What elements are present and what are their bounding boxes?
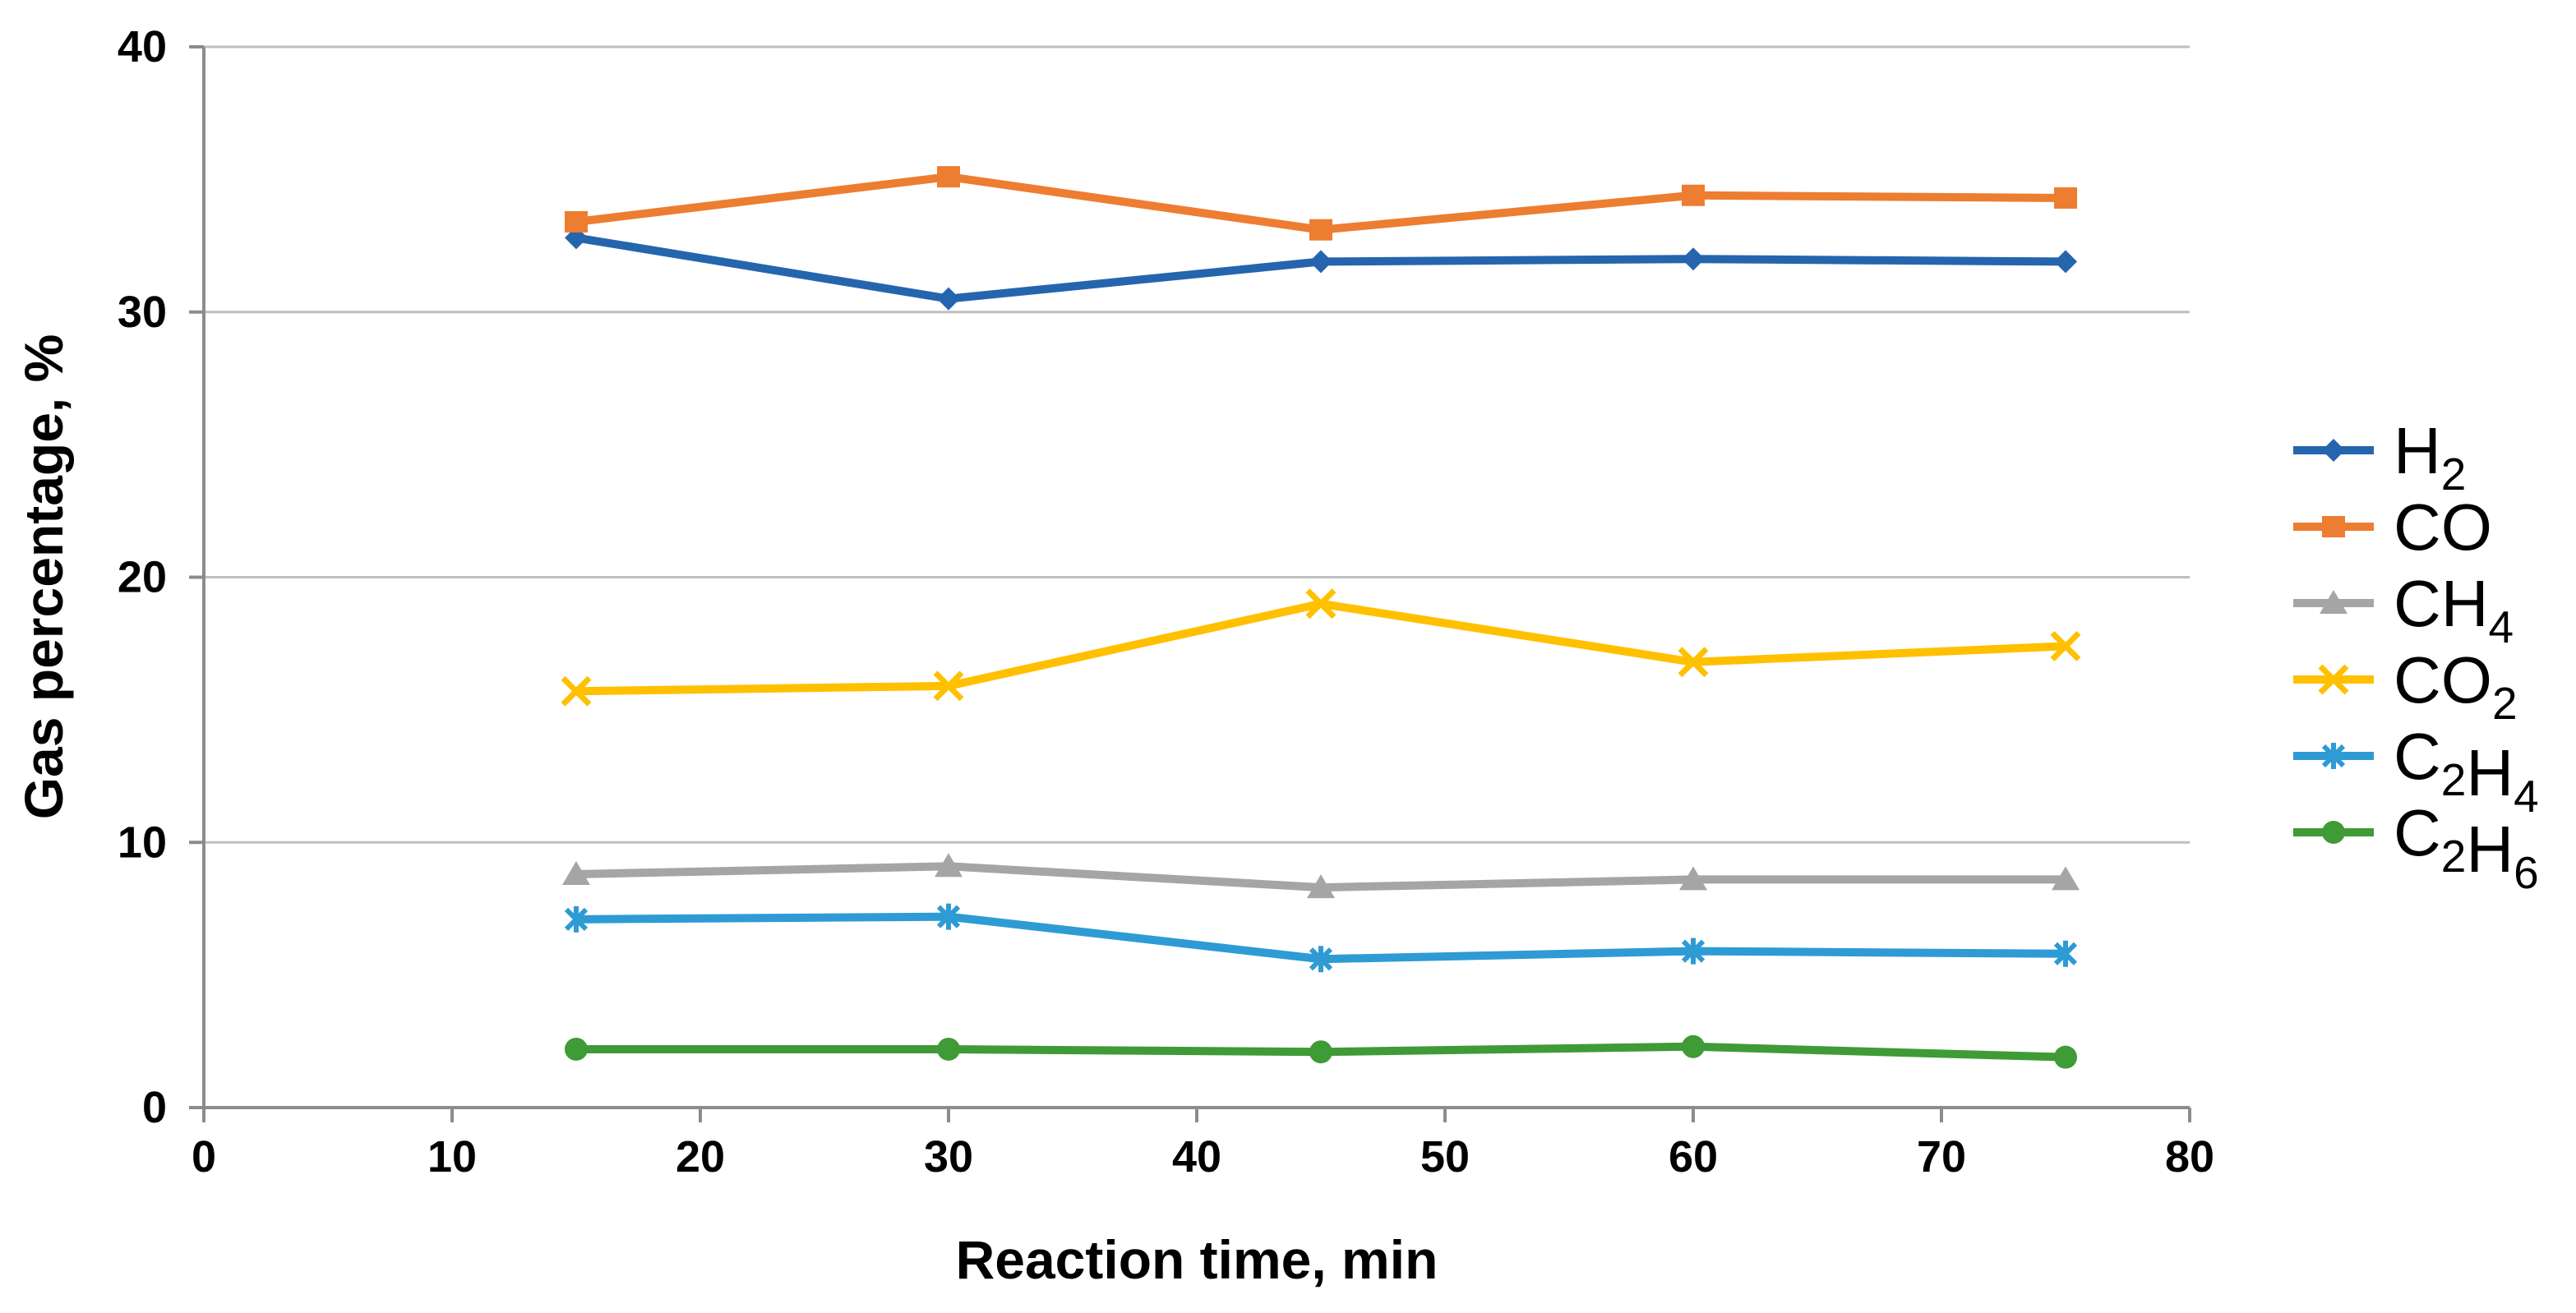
- point-CH4-30: [935, 853, 963, 878]
- point-CO2-30: [933, 670, 964, 702]
- point-CO-30: [937, 166, 960, 188]
- y-tick-label-10: 10: [118, 818, 167, 867]
- legend-item-CO2: CO2: [2293, 643, 2518, 729]
- point-C2H6-75: [2054, 1045, 2077, 1069]
- legend-item-CO: CO: [2293, 491, 2492, 564]
- legend-marker-CO2-icon: [2318, 664, 2349, 695]
- tick-labels: 0 10 20 30 40 0 10 20 30 40 50 60 70 80: [118, 22, 2214, 1182]
- x-axis-title: Reaction time, min: [956, 1229, 1438, 1290]
- point-C2H6-60: [1682, 1034, 1705, 1058]
- point-CO2-15: [561, 675, 592, 707]
- point-C2H4-45: [1309, 946, 1333, 973]
- x-tick-label-80: 80: [2165, 1132, 2214, 1182]
- point-H2-60: [1682, 247, 1705, 271]
- point-CO-60: [1682, 184, 1705, 206]
- x-tick-label-60: 60: [1669, 1132, 1718, 1182]
- legend-marker-CH4-icon: [2320, 590, 2347, 614]
- point-CO2-60: [1678, 647, 1709, 678]
- x-tick-label-30: 30: [924, 1132, 973, 1182]
- point-CH4-15: [562, 860, 590, 885]
- point-CH4-75: [2052, 866, 2080, 891]
- y-axis-title: Gas percentage, %: [13, 334, 74, 820]
- legend-label-H2: H2: [2394, 414, 2466, 500]
- legend-item-C2H4: C2H4: [2293, 720, 2539, 822]
- point-CO2-45: [1305, 588, 1336, 620]
- legend-marker-CO-icon: [2322, 516, 2345, 537]
- legend-item-CH4: CH4: [2293, 567, 2514, 652]
- point-H2-75: [2054, 250, 2077, 274]
- point-H2-45: [1309, 250, 1332, 274]
- series-CO2-line: [575, 599, 2066, 696]
- legend-label-C2H4: C2H4: [2394, 720, 2539, 822]
- series-lines: [575, 173, 2066, 1062]
- point-C2H6-15: [565, 1037, 588, 1061]
- legend-marker-C2H4-icon: [2321, 743, 2346, 769]
- y-tick-label-20: 20: [118, 553, 167, 602]
- legend-label-C2H6: C2H6: [2394, 796, 2539, 898]
- point-C2H6-30: [937, 1037, 960, 1061]
- point-C2H4-15: [564, 905, 589, 933]
- point-H2-30: [937, 287, 960, 311]
- point-C2H4-60: [1681, 938, 1706, 965]
- point-CO-15: [565, 211, 588, 233]
- point-C2H4-30: [936, 903, 961, 930]
- legend-item-H2: H2: [2293, 414, 2466, 500]
- point-CO-75: [2054, 187, 2077, 209]
- x-tick-label-0: 0: [192, 1132, 216, 1182]
- axes: [189, 45, 2191, 1122]
- y-tick-label-30: 30: [118, 288, 167, 337]
- x-tick-label-50: 50: [1420, 1132, 1470, 1182]
- legend-marker-H2-icon: [2322, 439, 2345, 462]
- x-tick-label-40: 40: [1172, 1132, 1221, 1182]
- legend-label-CH4: CH4: [2394, 567, 2514, 652]
- series-markers: [561, 166, 2081, 1069]
- point-CH4-45: [1307, 874, 1335, 899]
- point-C2H6-45: [1309, 1040, 1332, 1064]
- legend-marker-C2H6-icon: [2322, 821, 2345, 844]
- point-CO-45: [1309, 219, 1332, 241]
- legend-label-CO2: CO2: [2394, 643, 2518, 729]
- point-CH4-60: [1679, 866, 1707, 891]
- legend-item-C2H6: C2H6: [2293, 796, 2539, 898]
- x-tick-label-70: 70: [1917, 1132, 1966, 1182]
- point-C2H4-75: [2053, 940, 2078, 967]
- legend-label-CO: CO: [2394, 491, 2492, 564]
- x-tick-label-20: 20: [676, 1132, 725, 1182]
- point-CO2-75: [2050, 630, 2081, 661]
- y-tick-label-0: 0: [142, 1083, 167, 1132]
- y-tick-label-40: 40: [118, 22, 167, 71]
- gridlines: [204, 45, 2190, 844]
- x-tick-label-10: 10: [427, 1132, 477, 1182]
